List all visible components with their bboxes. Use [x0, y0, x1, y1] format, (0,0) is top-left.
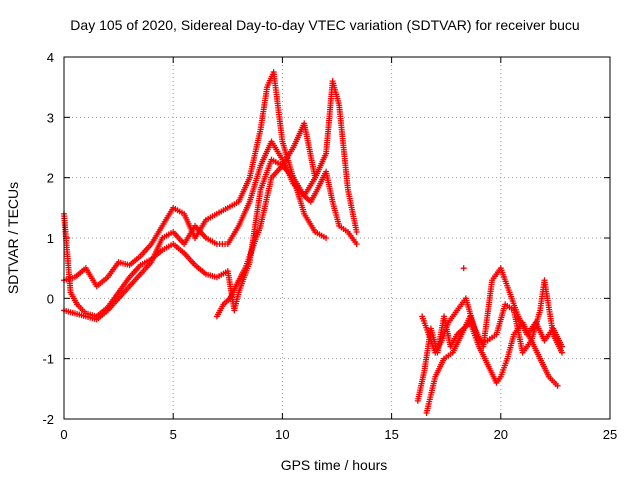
y-tick-label: 3: [47, 110, 54, 125]
y-tick-label: 2: [47, 171, 54, 186]
data-point: [312, 174, 319, 181]
x-tick-label: 25: [603, 427, 617, 442]
y-tick-label: -2: [42, 412, 54, 427]
plot-frame: [63, 56, 611, 420]
chart-title: Day 105 of 2020, Sidereal Day-to-day VTE…: [70, 17, 579, 33]
grid-lines: [64, 57, 610, 419]
data-point: [323, 235, 330, 241]
y-tick-label: 4: [47, 50, 54, 65]
x-tick-label: 10: [275, 427, 289, 442]
data-point: [353, 241, 360, 248]
data-point: [558, 349, 565, 356]
data-point: [353, 228, 360, 235]
y-tick-label: 1: [47, 231, 54, 246]
y-tick-label: -1: [42, 352, 54, 367]
data-points: [61, 69, 565, 416]
y-tick-label: 0: [47, 291, 54, 306]
x-axis-label: GPS time / hours: [281, 457, 388, 473]
x-tick-label: 0: [60, 427, 67, 442]
data-point: [554, 382, 561, 389]
annotation-point: [460, 265, 467, 272]
x-tick-label: 5: [170, 427, 177, 442]
y-axis-label: SDTVAR / TECUs: [5, 182, 21, 294]
x-tick-label: 15: [384, 427, 398, 442]
x-tick-label: 20: [494, 427, 508, 442]
